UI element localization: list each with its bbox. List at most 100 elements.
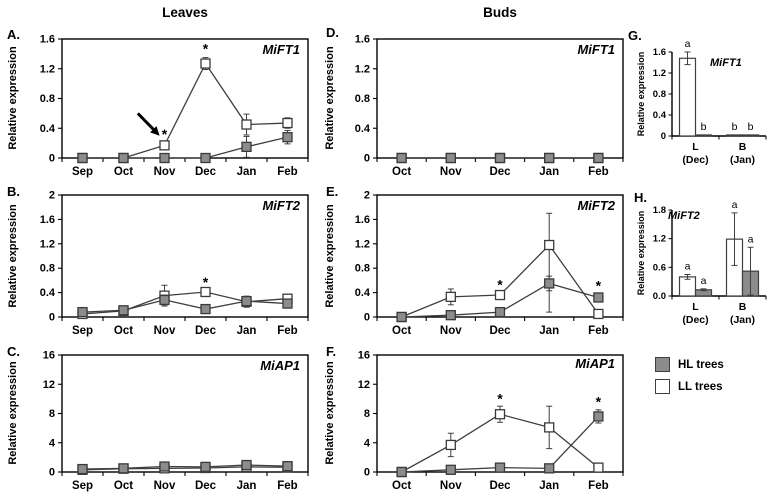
marker bbox=[241, 141, 252, 152]
marker bbox=[494, 152, 506, 164]
svg-text:2: 2 bbox=[364, 190, 370, 202]
marker bbox=[118, 305, 129, 316]
marker bbox=[200, 461, 211, 473]
panel-letter-d: D. bbox=[326, 25, 339, 40]
legend-item-hl-trees: HL trees bbox=[655, 357, 724, 372]
gene-label-h: MiFT2 bbox=[668, 210, 700, 222]
marker bbox=[544, 422, 555, 433]
annotation-arrow bbox=[136, 112, 155, 131]
svg-text:Jan: Jan bbox=[237, 480, 257, 492]
series-hl-trees bbox=[77, 294, 293, 318]
annotation-arrowhead bbox=[150, 126, 160, 136]
svg-text:1.6: 1.6 bbox=[653, 47, 666, 58]
svg-text:0.8: 0.8 bbox=[40, 263, 55, 275]
gene-label-a: MiFT1 bbox=[262, 42, 300, 57]
svg-text:Nov: Nov bbox=[154, 480, 176, 492]
legend-label-hl-trees: HL trees bbox=[678, 358, 724, 371]
marker bbox=[200, 152, 211, 164]
svg-text:0.8: 0.8 bbox=[355, 263, 370, 275]
svg-text:1.6: 1.6 bbox=[40, 34, 55, 46]
legend-label-ll-trees: LL trees bbox=[678, 380, 723, 393]
marker bbox=[396, 311, 407, 323]
svg-text:Sep: Sep bbox=[72, 480, 93, 492]
svg-text:0.4: 0.4 bbox=[40, 123, 56, 135]
svg-text:1.2: 1.2 bbox=[355, 63, 370, 75]
marker bbox=[445, 152, 456, 164]
marker bbox=[241, 295, 252, 307]
legend: HL trees LL trees bbox=[655, 357, 724, 394]
svg-text:1.2: 1.2 bbox=[40, 63, 55, 75]
marker bbox=[494, 462, 506, 473]
significance-asterisk: * bbox=[497, 276, 503, 292]
svg-text:Oct: Oct bbox=[114, 166, 133, 178]
marker bbox=[445, 439, 456, 451]
svg-text:B: B bbox=[739, 141, 747, 153]
legend-swatch-ll-trees bbox=[655, 379, 670, 394]
svg-text:Dec: Dec bbox=[489, 325, 511, 337]
svg-text:Dec: Dec bbox=[489, 480, 511, 492]
series-ll-trees bbox=[77, 57, 293, 164]
svg-text:L: L bbox=[692, 301, 699, 313]
marker bbox=[77, 306, 88, 318]
svg-text:L: L bbox=[692, 141, 699, 153]
svg-text:0.4: 0.4 bbox=[40, 287, 56, 299]
significance-asterisk: * bbox=[596, 394, 602, 410]
svg-text:0: 0 bbox=[661, 131, 666, 142]
y-axis-label-d: Relative expression bbox=[324, 46, 336, 150]
gene-label-c: MiAP1 bbox=[260, 358, 300, 373]
panel-letter-c: C. bbox=[7, 344, 20, 359]
marker bbox=[159, 461, 170, 472]
marker bbox=[544, 463, 555, 474]
series-hl-trees bbox=[396, 152, 604, 164]
marker bbox=[159, 140, 170, 151]
marker bbox=[494, 306, 506, 318]
svg-text:Nov: Nov bbox=[154, 325, 176, 337]
panel-letter-g: G. bbox=[628, 28, 642, 43]
svg-text:Feb: Feb bbox=[277, 166, 297, 178]
stat-letter: b bbox=[701, 121, 707, 133]
chart-miap1-buds: 0 4 8 12 16 Oct Nov Dec Jan Feb * * bbox=[358, 350, 624, 492]
svg-text:0.4: 0.4 bbox=[355, 287, 371, 299]
svg-text:0: 0 bbox=[364, 312, 370, 324]
significance-asterisk: * bbox=[162, 126, 168, 142]
stat-letter: b bbox=[748, 121, 754, 133]
svg-text:(Jan): (Jan) bbox=[730, 154, 755, 166]
significance-asterisk: * bbox=[497, 391, 503, 407]
svg-text:4: 4 bbox=[364, 437, 371, 449]
chart-mift2-leaves: 0 0.4 0.8 1.2 1.6 2 Sep Oct Nov Dec Jan Feb * bbox=[40, 190, 309, 337]
svg-text:Oct: Oct bbox=[114, 325, 133, 337]
significance-asterisk: * bbox=[596, 278, 602, 294]
marker bbox=[118, 152, 129, 164]
stat-letter: a bbox=[748, 233, 754, 245]
gene-label-e: MiFT2 bbox=[577, 198, 615, 213]
marker bbox=[544, 278, 555, 289]
svg-text:0.4: 0.4 bbox=[653, 110, 667, 121]
gene-label-d: MiFT1 bbox=[577, 42, 615, 57]
bar-ll-trees bbox=[678, 57, 697, 137]
bar-ll-trees bbox=[725, 134, 744, 137]
marker bbox=[593, 292, 604, 303]
marker bbox=[241, 459, 252, 471]
svg-text:Dec: Dec bbox=[195, 325, 217, 337]
marker bbox=[159, 294, 170, 306]
panel-letter-a: A. bbox=[7, 27, 20, 42]
svg-text:Jan: Jan bbox=[539, 325, 559, 337]
svg-text:1.2: 1.2 bbox=[40, 238, 55, 250]
svg-text:Nov: Nov bbox=[440, 325, 462, 337]
svg-text:Dec: Dec bbox=[195, 166, 217, 178]
gene-label-g: MiFT1 bbox=[710, 57, 742, 69]
svg-text:1.2: 1.2 bbox=[653, 234, 666, 245]
svg-text:16: 16 bbox=[43, 350, 55, 362]
panel-letter-h: H. bbox=[634, 190, 647, 205]
marker bbox=[593, 411, 604, 422]
column-title-buds: Buds bbox=[483, 5, 517, 20]
svg-text:Oct: Oct bbox=[392, 325, 411, 337]
svg-text:1.2: 1.2 bbox=[653, 68, 666, 79]
marker bbox=[77, 152, 88, 164]
bar-hl-trees bbox=[694, 134, 713, 137]
svg-text:4: 4 bbox=[49, 437, 56, 449]
svg-text:0: 0 bbox=[49, 467, 55, 479]
chart-mift2-bars: 0.00.61.21.8L(Dec)aaB(Jan)aa bbox=[653, 199, 767, 326]
column-title-leaves: Leaves bbox=[162, 5, 208, 20]
svg-text:0.8: 0.8 bbox=[355, 93, 370, 105]
